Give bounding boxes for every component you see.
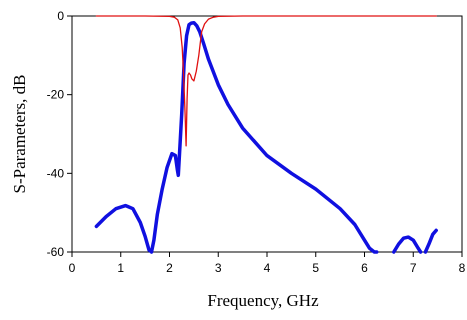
series-line-1 (94, 20, 379, 254)
series-layer (94, 15, 438, 254)
x-axis-title: Frequency, GHz (207, 291, 319, 310)
plot-area (71, 15, 463, 254)
y-axis: 0 -20 -40 -60 (47, 9, 72, 259)
x-tick-label: 8 (459, 261, 466, 275)
x-tick-label: 7 (410, 261, 417, 275)
y-tick-label: -40 (47, 166, 65, 180)
y-axis-title: S-Parameters, dB (10, 75, 29, 194)
x-tick-label: 1 (117, 261, 124, 275)
series-line-2 (392, 235, 423, 254)
plot-frame (71, 15, 463, 253)
y-tick-label: -20 (47, 88, 65, 102)
y-tick-label: -60 (47, 245, 65, 259)
x-tick-label: 6 (361, 261, 368, 275)
series-line-3 (423, 228, 438, 254)
x-axis: 0 1 2 3 4 5 6 7 8 (69, 252, 466, 275)
x-tick-label: 4 (264, 261, 271, 275)
x-tick-label: 2 (166, 261, 173, 275)
series-line-4 (95, 15, 437, 147)
x-tick-label: 3 (215, 261, 222, 275)
x-tick-label: 5 (312, 261, 319, 275)
y-tick-label: 0 (57, 9, 64, 23)
x-tick-label: 0 (69, 261, 76, 275)
